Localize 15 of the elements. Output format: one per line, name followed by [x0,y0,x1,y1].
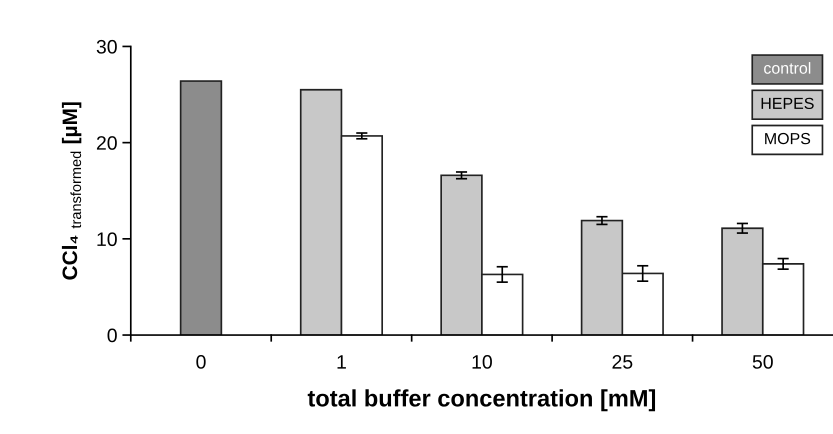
x-tick-label: 50 [752,355,773,369]
y-tick-label: 20 [96,136,117,150]
bar [180,80,222,336]
text: control [764,62,810,74]
x-axis-title: total buffer concentration [mM] [308,389,656,412]
text: MOPS [765,132,810,144]
y-axis-title: CCl₄ transformed [µM] [62,102,82,280]
text: HEPES [762,98,814,110]
y-tick-label: 0 [108,328,117,342]
y-tick-label: 10 [97,232,117,246]
x-tick-label: 0 [196,355,206,369]
y-tick-label: 30 [96,40,117,54]
x-tick-label: 1 [338,355,346,369]
x-tick-label: 25 [612,355,632,369]
x-tick-label: 10 [472,355,492,369]
